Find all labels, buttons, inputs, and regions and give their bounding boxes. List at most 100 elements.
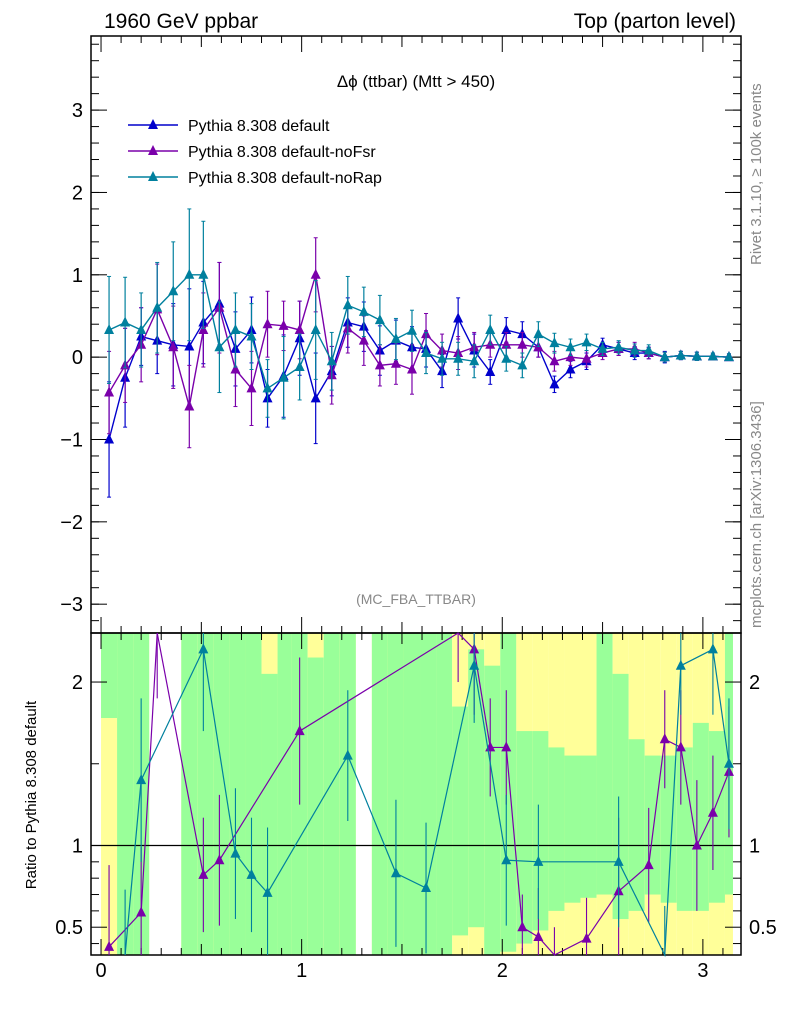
series-0 — [104, 261, 734, 498]
band-inner-19 — [403, 633, 421, 955]
data-point — [549, 337, 560, 348]
band-inner-9 — [245, 633, 262, 955]
data-point — [675, 349, 686, 360]
y-tick-label: 1 — [72, 265, 83, 287]
band-inner-17 — [371, 633, 388, 955]
data-point — [310, 323, 321, 334]
ratio-frame-box — [90, 632, 742, 956]
band-inner-22 — [452, 706, 469, 936]
data-point — [406, 324, 417, 335]
x-tick-label: 0 — [95, 960, 106, 982]
band-inner-21 — [436, 633, 453, 955]
data-point — [643, 344, 654, 355]
data-point — [597, 342, 608, 353]
data-point — [501, 338, 512, 349]
ratio-y-tick-label-right: 2 — [749, 672, 760, 694]
y-tick-label: −2 — [60, 512, 83, 534]
data-point — [104, 433, 115, 444]
data-point — [453, 312, 464, 323]
data-point — [310, 392, 321, 403]
data-point — [120, 316, 131, 327]
band-inner-20 — [420, 633, 437, 955]
data-point — [310, 268, 321, 279]
data-point — [136, 323, 147, 334]
data-point — [358, 334, 369, 345]
band-inner-27 — [532, 731, 549, 931]
triangle-marker-icon — [148, 145, 158, 155]
band-inner-5 — [181, 633, 198, 955]
data-point — [517, 359, 528, 370]
ratio-data-point — [246, 868, 257, 879]
ratio-data-point — [707, 806, 718, 817]
data-point — [168, 341, 179, 352]
data-point — [469, 355, 480, 366]
ratio-data-point — [136, 906, 147, 917]
data-point — [198, 268, 209, 279]
main-series-group — [104, 208, 734, 498]
data-point — [230, 323, 241, 334]
band-inner-13 — [307, 657, 324, 955]
band-inner-23 — [468, 649, 485, 928]
y-tick-label: −3 — [60, 594, 83, 616]
triangle-marker-icon — [148, 119, 158, 129]
ratio-data-point — [501, 854, 512, 865]
ratio-data-point — [198, 868, 209, 879]
data-point — [485, 365, 496, 376]
data-point — [549, 355, 560, 366]
data-point — [262, 318, 273, 329]
ratio-uncertainty-bands — [101, 633, 733, 955]
band-inner-11 — [277, 633, 292, 955]
data-point — [565, 351, 576, 362]
ratio-data-point — [691, 839, 702, 850]
ratio-data-point — [214, 854, 225, 865]
band-inner-35 — [660, 755, 677, 903]
data-point — [374, 359, 385, 370]
data-point — [390, 357, 401, 368]
data-point — [565, 363, 576, 374]
ratio-data-point — [613, 855, 624, 866]
series-line — [108, 274, 729, 390]
band-inner-1 — [117, 633, 134, 955]
ratio-data-point — [723, 757, 734, 768]
data-point — [246, 382, 257, 393]
data-point — [501, 323, 512, 334]
ratio-data-point — [675, 659, 686, 670]
plot-watermark: (MC_FBA_TTBAR) — [356, 591, 476, 607]
ratio-data-point — [659, 733, 670, 744]
band-inner-31 — [596, 633, 613, 895]
data-point — [230, 363, 241, 374]
header-left: 1960 GeV ppbar — [104, 10, 258, 33]
ratio-data-point — [136, 774, 147, 785]
data-point — [278, 371, 289, 382]
y-tick-label: −1 — [60, 429, 83, 451]
data-point — [691, 350, 702, 361]
ratio-data-point — [643, 859, 654, 870]
ratio-data-point — [469, 659, 480, 670]
band-inner-8 — [229, 633, 246, 955]
data-point — [437, 352, 448, 363]
data-point — [198, 323, 209, 334]
ratio-plot-frame: 0.5 0.5 1 1 2 2 0 1 2 3 — [55, 632, 777, 982]
band-inner-28 — [548, 747, 565, 911]
ratio-data-point — [517, 921, 528, 932]
data-point — [152, 301, 163, 312]
ratio-y-tick-label: 1 — [72, 835, 83, 857]
legend-label-nofsr: Pythia 8.308 default-noFsr — [188, 144, 376, 161]
data-point — [723, 351, 734, 362]
x-tick-label: 2 — [497, 960, 508, 982]
data-point — [214, 341, 225, 352]
ratio-ylabel: Ratio to Pythia 8.308 default — [23, 700, 40, 889]
data-point — [390, 333, 401, 344]
band-inner-0 — [101, 633, 118, 718]
header-right: Top (parton level) — [574, 10, 736, 33]
data-point — [184, 268, 195, 279]
ratio-y-tick-label-right: 1 — [749, 835, 760, 857]
x-tick-label: 3 — [697, 960, 708, 982]
ratio-data-point — [421, 881, 432, 892]
legend: Pythia 8.308 default Pythia 8.308 defaul… — [128, 118, 382, 187]
y-tick-label: 3 — [72, 100, 83, 122]
ratio-y-tick-label: 0.5 — [55, 917, 83, 939]
ratio-y-tick-label: 2 — [72, 672, 83, 694]
legend-item-default: Pythia 8.308 default — [128, 118, 330, 135]
